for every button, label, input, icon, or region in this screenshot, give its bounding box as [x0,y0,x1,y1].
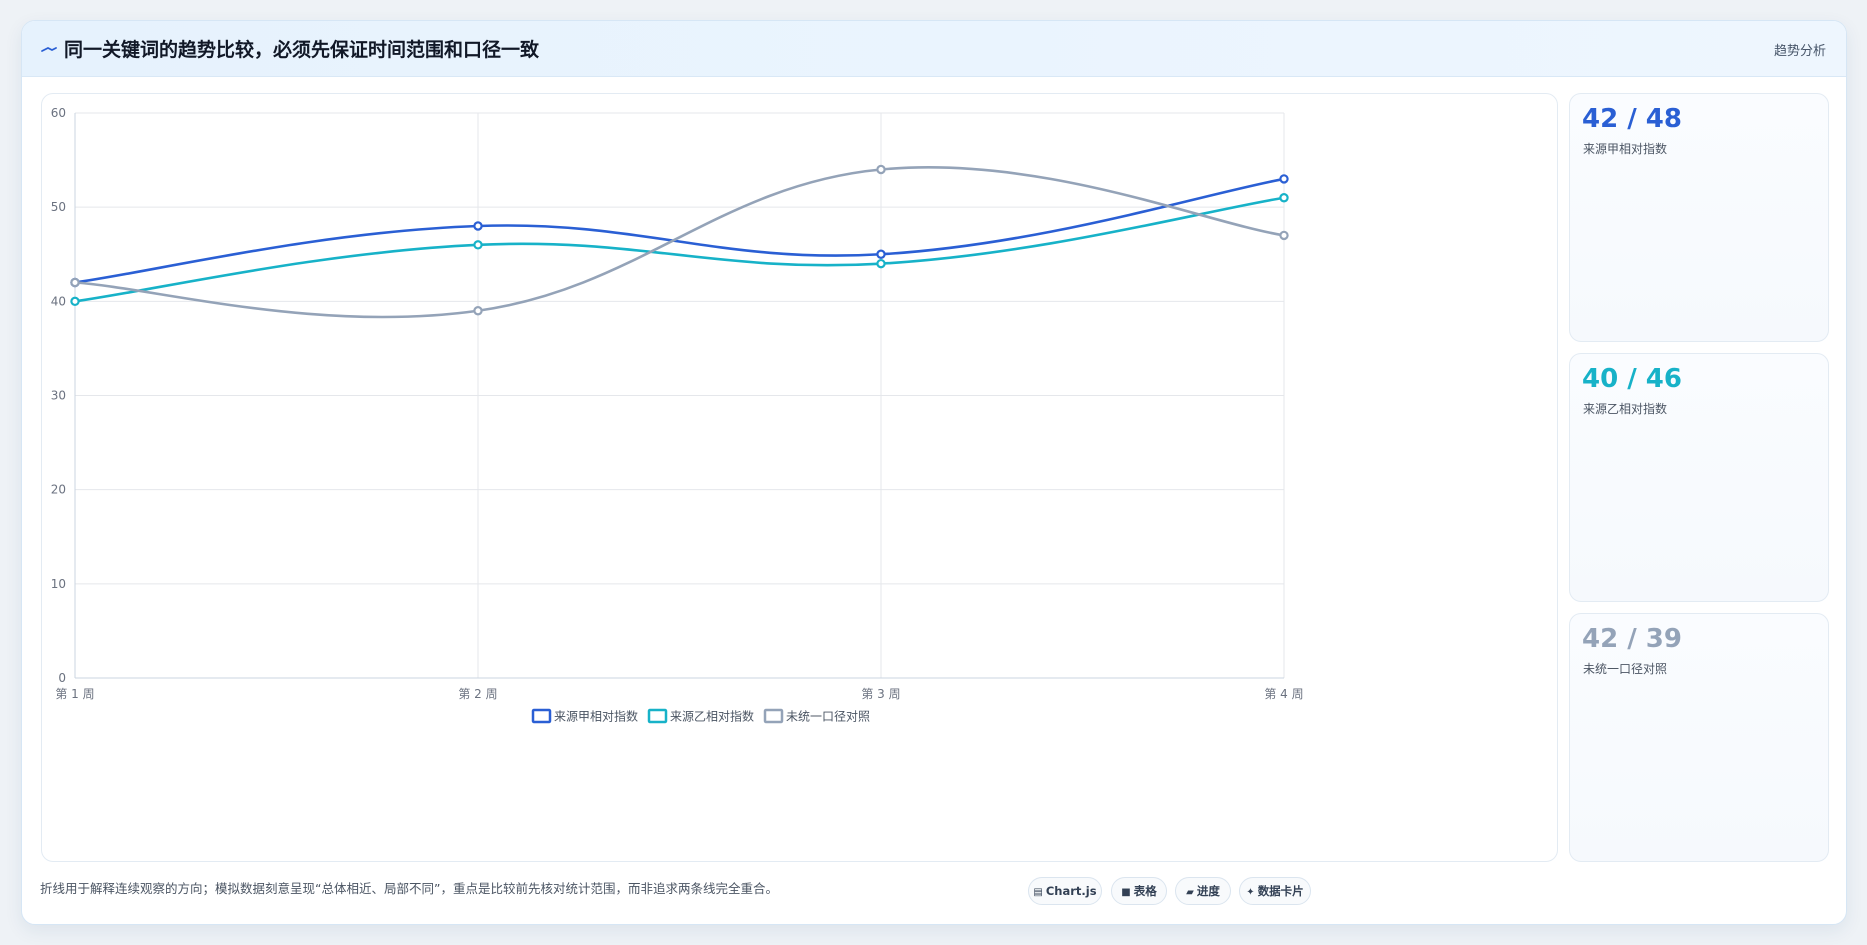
section-tag: 趋势分析 [1773,44,1826,59]
line-chart: 0 10 20 30 40 50 60 第 1 周 第 2 周 第 3 周 第 4 周来源甲相对指数… [51,106,1304,724]
legend-label: 来源甲相对指数 [554,709,638,724]
legend-swatch [647,708,668,724]
data-point [876,249,886,259]
series-line-3 [74,166,1285,319]
progress-icon: ▰ [1186,887,1194,898]
chip-table[interactable]: ■ 表格 [1111,877,1167,905]
data-point [70,296,80,307]
trend-line-icon [41,46,57,52]
y-tick-label: 20 [51,483,66,497]
data-point [473,240,483,250]
legend-label: 未统一口径对照 [786,710,870,724]
chip-progress[interactable]: ▰ 进度 [1175,877,1231,905]
series-line-2 [74,196,1285,303]
data-point [473,306,483,316]
stat-card-control: 42 / 39 未统一口径对照 [1569,613,1829,862]
x-tick-label: 第 3 周 [861,687,900,701]
y-tick-label: 40 [51,294,66,308]
legend-swatch [763,708,784,724]
stat-label: 未统一口径对照 [1583,662,1668,676]
card-header: 同一关键词的趋势比较，必须先保证时间范围和口径一致 趋势分析 [22,21,1846,77]
data-point [1279,193,1289,203]
y-tick-label: 0 [58,671,66,685]
chip-chartjs[interactable]: ▤ Chart.js [1028,877,1102,905]
x-tick-label: 第 4 周 [1264,687,1303,701]
data-point [1279,174,1289,184]
y-tick-label: 30 [51,389,66,403]
chip-data-card[interactable]: ✦ 数据卡片 [1239,877,1311,905]
data-point [473,221,483,231]
stat-label: 来源甲相对指数 [1583,142,1668,156]
y-tick-label: 50 [51,200,66,214]
stat-value: 42 / 48 [1582,104,1682,134]
data-point [876,164,886,175]
legend-label: 来源乙相对指数 [670,709,754,724]
stat-value: 42 / 39 [1582,624,1682,654]
sparkle-icon: ✦ [1246,887,1255,898]
legend-swatch [531,708,552,724]
x-tick-label: 第 1 周 [55,687,94,701]
data-point [70,277,80,288]
y-tick-label: 60 [51,106,66,120]
chart-panel: 0 10 20 30 40 50 60 第 1 周 第 2 周 第 3 周 第 4 周来源甲相对指数… [41,93,1558,862]
stat-label: 来源乙相对指数 [1583,402,1668,416]
table-icon: ■ [1121,887,1131,898]
data-point [876,258,886,269]
stat-card-source-a: 42 / 48 来源甲相对指数 [1569,93,1829,342]
series-line-1 [74,177,1285,284]
data-point [1279,230,1289,241]
chart-footnote: 折线用于解释连续观察的方向；模拟数据刻意呈现“总体相近、局部不同”，重点是比较前… [40,881,778,896]
chart-icon: ▤ [1033,887,1043,898]
x-tick-label: 第 2 周 [458,687,497,701]
page-title: 同一关键词的趋势比较，必须先保证时间范围和口径一致 [64,39,540,61]
trend-card: 同一关键词的趋势比较，必须先保证时间范围和口径一致 趋势分析 0 10 20 30 40… [21,20,1847,925]
y-tick-label: 10 [51,577,66,591]
stat-card-source-b: 40 / 46 来源乙相对指数 [1569,353,1829,602]
stat-value: 40 / 46 [1582,364,1682,394]
